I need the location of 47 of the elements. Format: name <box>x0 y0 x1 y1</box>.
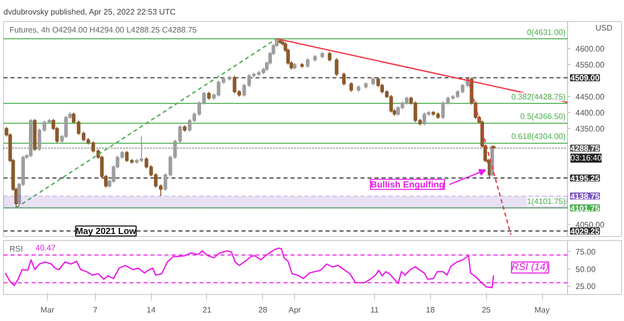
chart-title: dvdubrovsky published, Apr 25, 2022 22:53 UTC <box>4 8 176 16</box>
annotation: 40.47 <box>36 244 56 252</box>
candlestick <box>349 82 354 92</box>
x-tick-label: 28 <box>258 306 268 314</box>
y-tick-label: 4600.00 <box>576 44 605 54</box>
y-axis-title: USD <box>596 24 613 32</box>
text: RSI <box>10 244 23 254</box>
annotation: Bullish Engulfing <box>370 179 445 190</box>
y-tick-label: 4400.00 <box>576 108 605 118</box>
band-label: 4138.75 <box>570 192 600 202</box>
y-tick-label: 25.00 <box>576 282 596 292</box>
annotation: 0(4631.00) <box>526 28 566 37</box>
y-tick-label: 4450.00 <box>576 92 605 102</box>
candlestick <box>422 112 426 126</box>
ref-line-label: 4029.25 <box>570 226 600 236</box>
x-tick-label: 21 <box>202 306 212 314</box>
x-tick-label: 14 <box>146 306 156 314</box>
annotation: 0.618(4304.00) <box>511 132 566 142</box>
y-tick-label: 75.00 <box>576 248 596 257</box>
x-tick-label: 11 <box>370 306 380 314</box>
annotation: 1(4101.75) <box>526 196 566 206</box>
candlestick <box>328 51 332 62</box>
candlestick <box>64 115 68 139</box>
y-tick-label: 4350.00 <box>576 124 605 134</box>
ref-line-label: 4288.75 <box>570 144 600 154</box>
y-tick-label: 4050.00 <box>576 220 605 230</box>
y-tick-label: 4550.00 <box>576 60 605 70</box>
ref-line-label: 4509.00 <box>570 74 600 83</box>
ref-line-label: 4195.25 <box>570 174 600 183</box>
candlestick <box>334 58 338 76</box>
candlestick <box>396 106 400 116</box>
x-tick-label: Apr <box>288 306 302 314</box>
annotation: 0.5(4366.50) <box>520 112 566 122</box>
annotation: 0.382(4428.75) <box>511 92 566 102</box>
y-tick-label: 50.00 <box>576 264 596 274</box>
text: Futures, 4h O4294.00 H4294.00 L4288.25 C4288.75 <box>10 26 198 34</box>
x-tick-label: 18 <box>426 306 436 314</box>
annotation: 03:16:40 <box>570 154 602 163</box>
candlestick <box>342 72 346 86</box>
x-tick-label: 7 <box>93 306 98 314</box>
x-tick-label: 25 <box>482 306 492 314</box>
ref-line-label: 4101.75 <box>570 204 600 213</box>
candlestick <box>306 58 310 68</box>
x-tick-label: May <box>534 306 550 314</box>
x-tick-label: Mar <box>40 306 55 314</box>
candlestick <box>389 94 393 114</box>
series-label: RSI (14) <box>512 262 549 273</box>
